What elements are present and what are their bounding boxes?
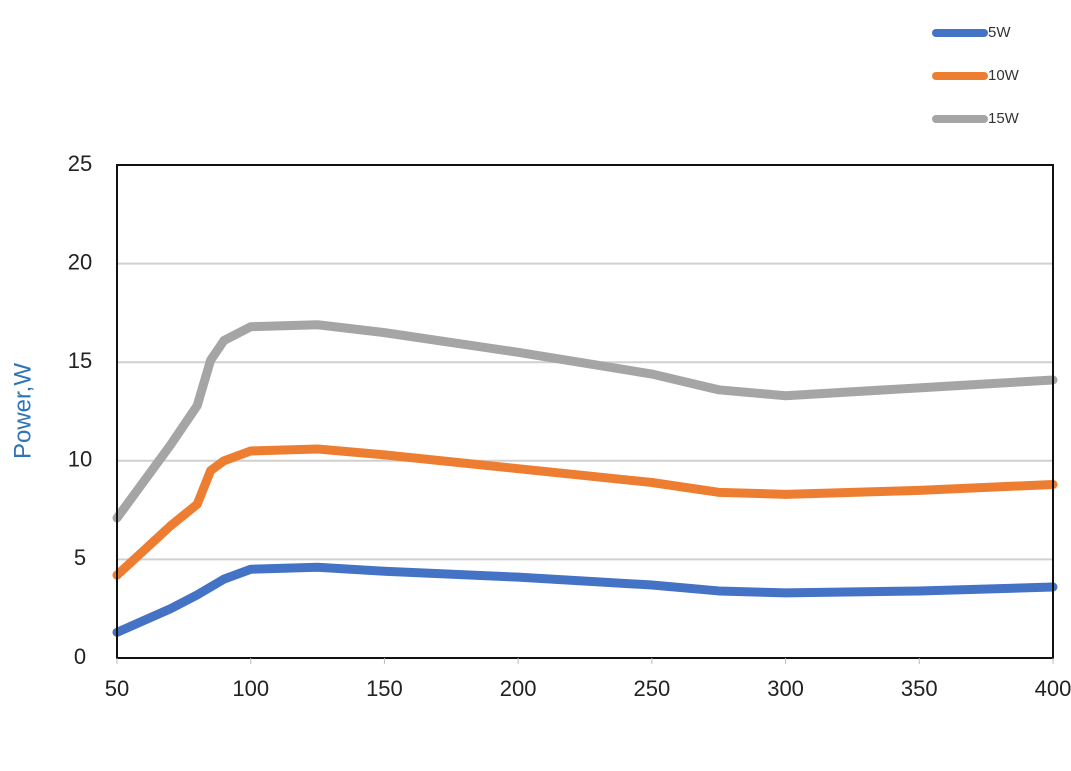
y-tick-label: 15 — [68, 348, 92, 373]
y-tick-label: 5 — [74, 545, 86, 570]
legend-label: 10W — [988, 67, 1020, 84]
y-tick-label: 25 — [68, 151, 92, 176]
series-line — [112, 444, 1058, 580]
legend-label: 15W — [988, 110, 1020, 127]
y-axis-label: Power,W — [9, 363, 36, 459]
x-tick-label: 150 — [366, 676, 403, 701]
x-tick-label: 400 — [1035, 676, 1071, 701]
x-tick-label: 50 — [105, 676, 129, 701]
series-line — [112, 320, 1058, 523]
series-line — [112, 562, 1058, 637]
x-tick-label: 200 — [500, 676, 537, 701]
plot-frame — [116, 164, 1054, 659]
y-tick-label: 20 — [68, 249, 92, 274]
y-tick-label: 10 — [68, 447, 92, 472]
x-tick-label: 250 — [633, 676, 670, 701]
x-tick-label: 350 — [901, 676, 938, 701]
legend-label: 5W — [988, 24, 1011, 41]
y-tick-label: 0 — [74, 644, 86, 669]
x-tick-label: 300 — [767, 676, 804, 701]
x-tick-label: 100 — [232, 676, 269, 701]
